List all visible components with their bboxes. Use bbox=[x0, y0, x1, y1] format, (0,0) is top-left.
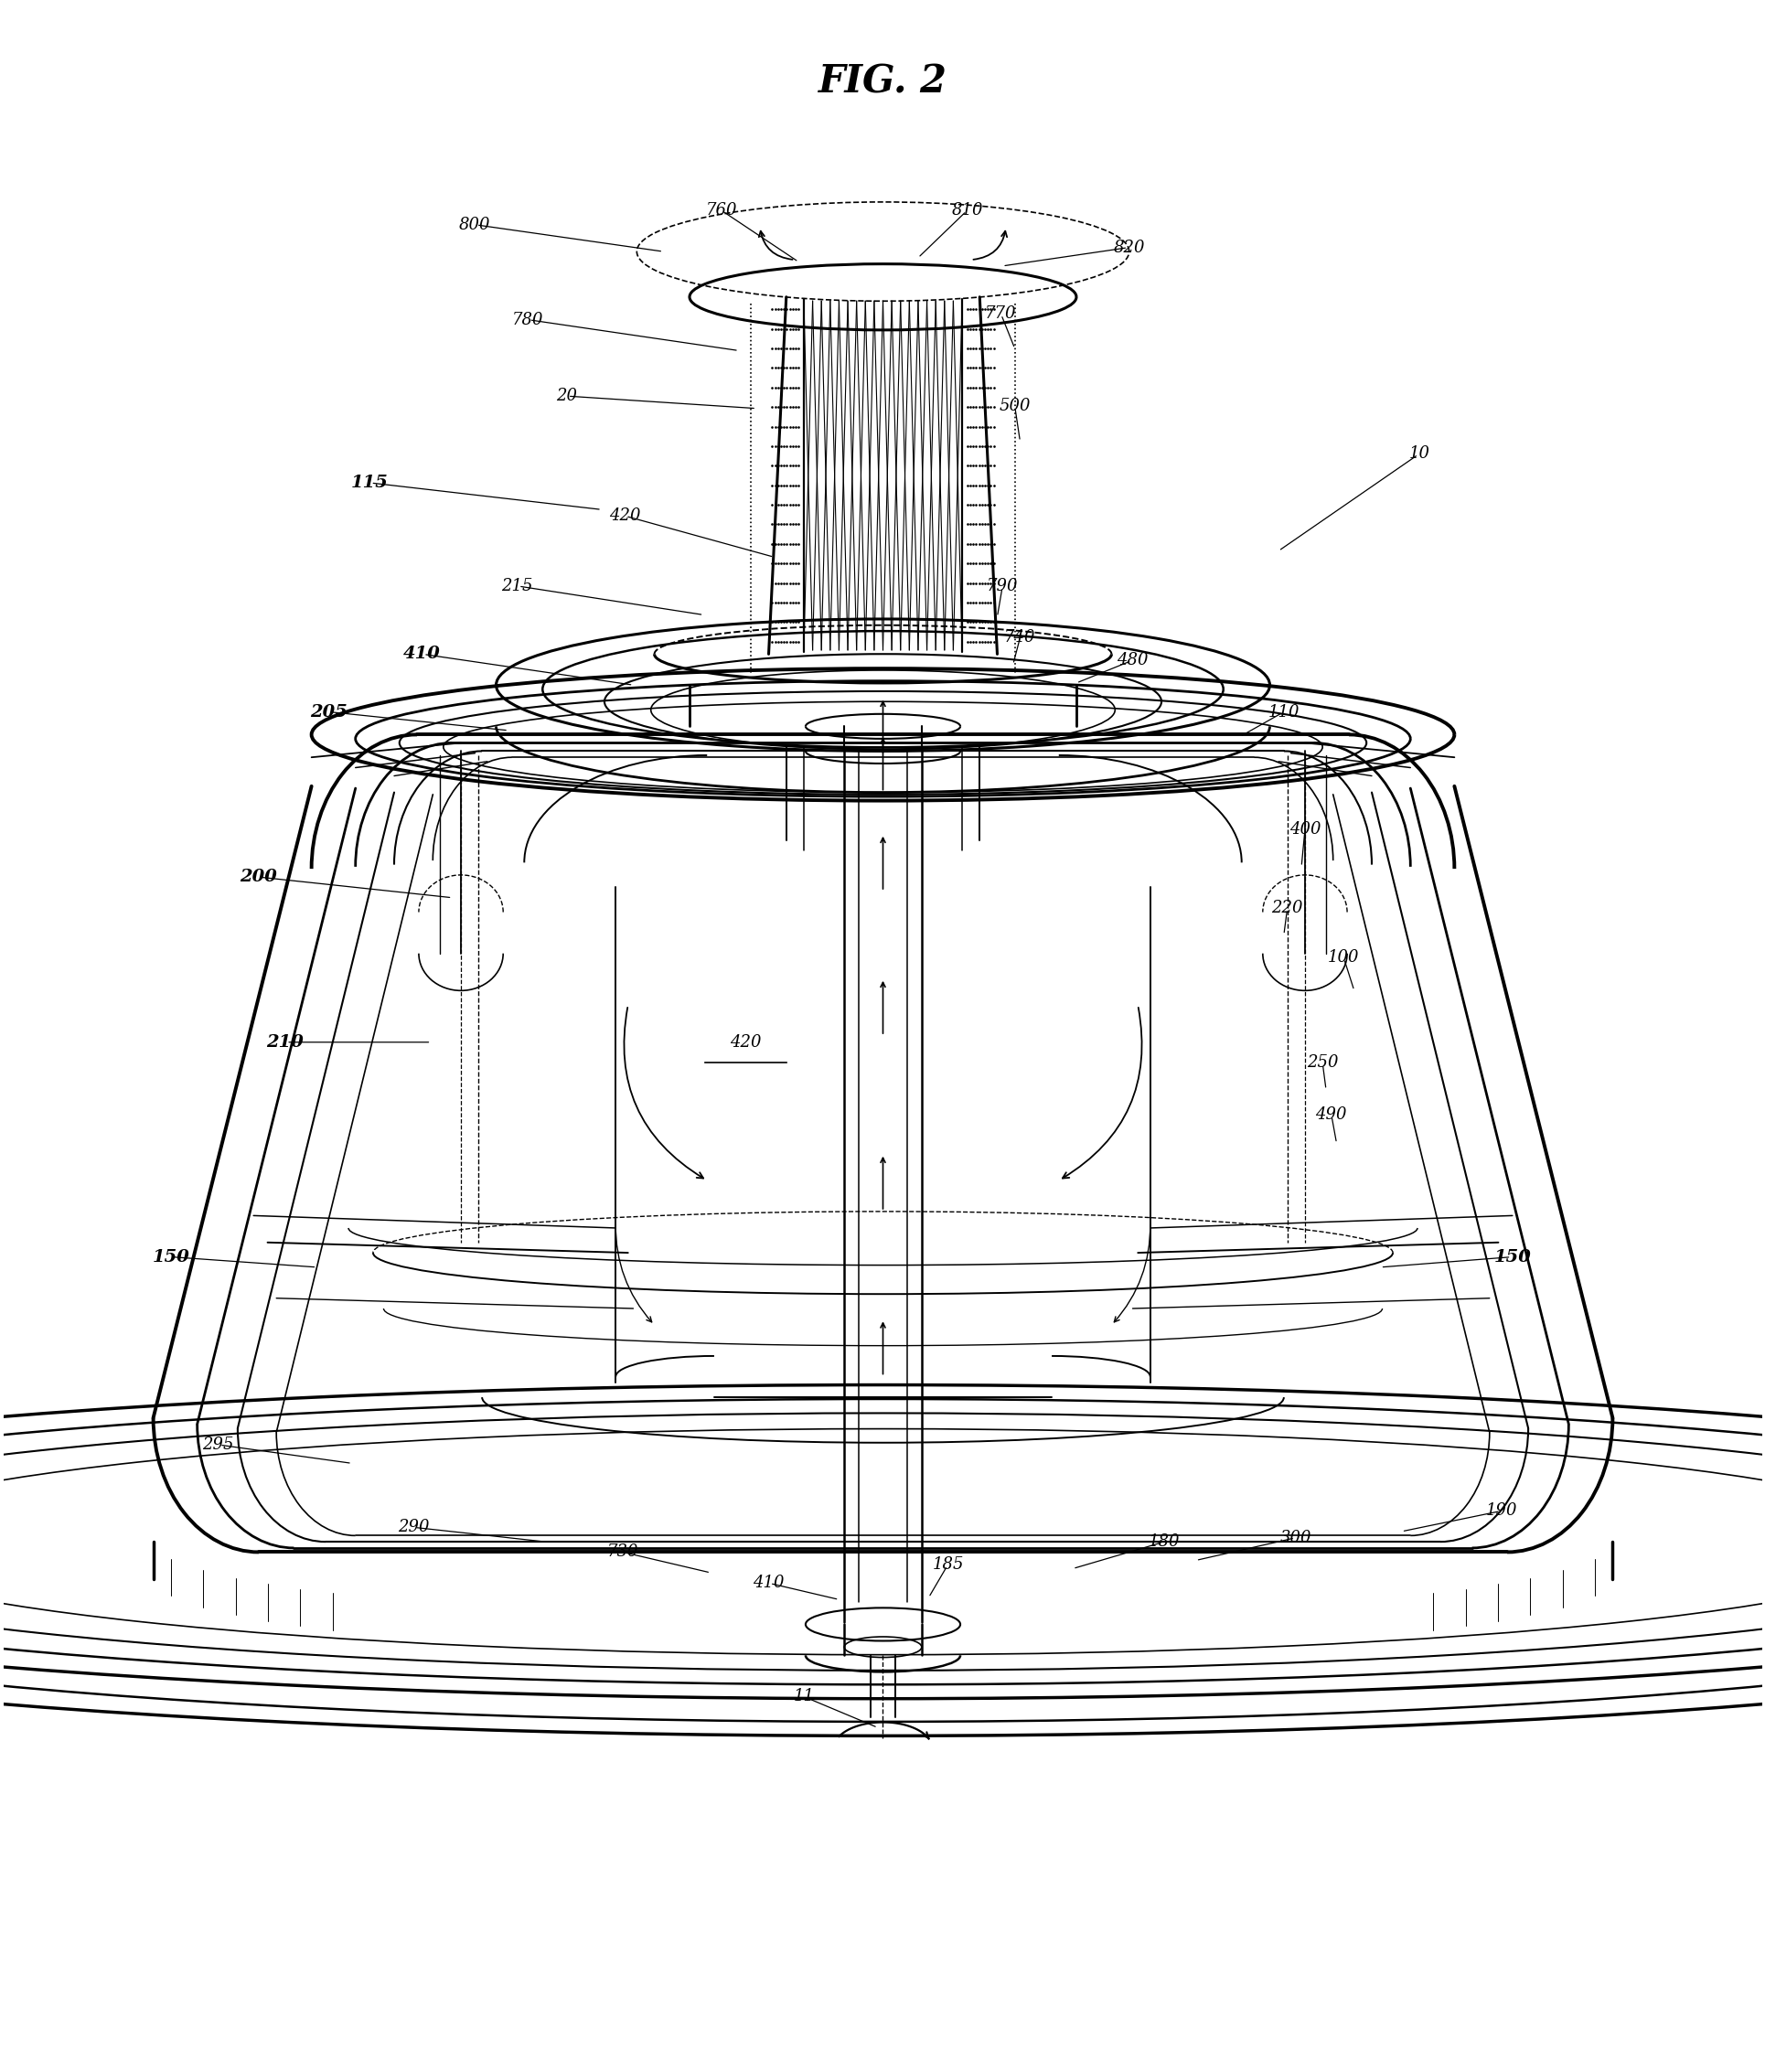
Text: 410: 410 bbox=[752, 1575, 784, 1591]
Text: 820: 820 bbox=[1112, 238, 1144, 255]
Text: 400: 400 bbox=[1288, 821, 1320, 837]
Text: 10: 10 bbox=[1408, 445, 1430, 462]
Text: 290: 290 bbox=[397, 1519, 429, 1535]
Text: 420: 420 bbox=[609, 508, 641, 524]
Text: 295: 295 bbox=[203, 1436, 235, 1452]
Text: 110: 110 bbox=[1267, 704, 1299, 721]
Text: 190: 190 bbox=[1486, 1502, 1516, 1519]
Text: 770: 770 bbox=[985, 305, 1017, 321]
Text: 100: 100 bbox=[1327, 949, 1359, 966]
Text: 300: 300 bbox=[1280, 1529, 1311, 1546]
Text: 490: 490 bbox=[1315, 1106, 1347, 1123]
Text: FIG. 2: FIG. 2 bbox=[817, 62, 948, 102]
Text: 410: 410 bbox=[404, 646, 441, 663]
Text: 420: 420 bbox=[729, 1034, 761, 1051]
Text: 20: 20 bbox=[556, 387, 577, 404]
Text: 200: 200 bbox=[240, 868, 277, 885]
Text: 150: 150 bbox=[152, 1249, 189, 1266]
Text: 790: 790 bbox=[987, 578, 1018, 595]
Text: 500: 500 bbox=[999, 398, 1031, 414]
Text: 760: 760 bbox=[704, 201, 736, 218]
Text: 210: 210 bbox=[267, 1034, 304, 1051]
Text: 150: 150 bbox=[1493, 1249, 1530, 1266]
Text: 780: 780 bbox=[512, 311, 544, 327]
Text: 180: 180 bbox=[1147, 1533, 1179, 1550]
Text: 115: 115 bbox=[351, 474, 388, 491]
Text: 205: 205 bbox=[311, 704, 348, 721]
Text: 220: 220 bbox=[1271, 899, 1303, 916]
Text: 810: 810 bbox=[951, 201, 983, 218]
Text: 11: 11 bbox=[792, 1689, 814, 1705]
Text: 800: 800 bbox=[459, 215, 491, 232]
Text: 730: 730 bbox=[607, 1544, 639, 1560]
Text: 480: 480 bbox=[1115, 653, 1147, 669]
Text: 185: 185 bbox=[932, 1556, 964, 1573]
Text: 215: 215 bbox=[501, 578, 533, 595]
Text: 250: 250 bbox=[1306, 1055, 1338, 1071]
Text: 740: 740 bbox=[1004, 630, 1036, 646]
